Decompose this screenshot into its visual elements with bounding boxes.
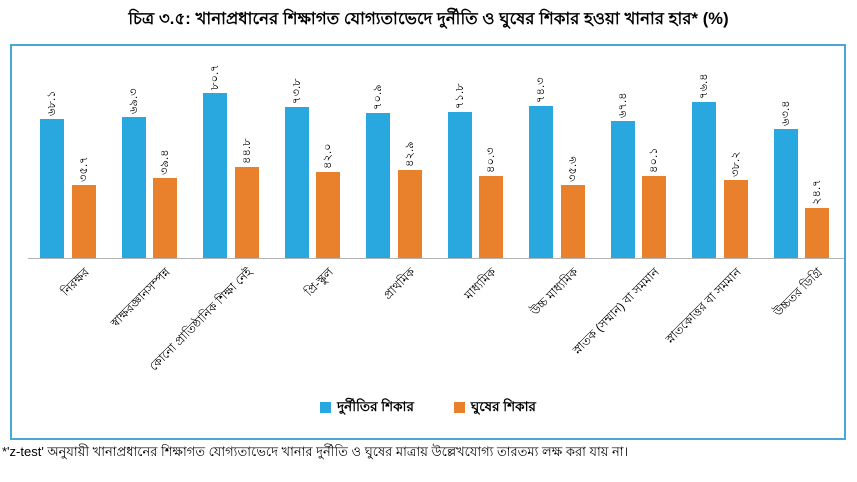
plot-area: ৬৮.১ ৩৫.৭ ৬৯.৩ ৩৯.৪ ৮০.৭ ৪৪.৮ ৭৩.৮ ৪২.০ ৭০.৯ ৪২.৯… xyxy=(10,44,846,440)
legend: দুর্নীতির শিকার ঘুষের শিকার xyxy=(12,396,844,419)
bribery-value-label-4: ৪২.০ xyxy=(322,143,334,169)
bribery-bar-2 xyxy=(153,178,177,258)
legend-label-bribery: ঘুষের শিকার xyxy=(470,399,536,414)
legend-swatch-bribery xyxy=(453,402,465,413)
corruption-bar-1 xyxy=(40,119,64,258)
corruption-value-label-9: ৭৬.৪ xyxy=(698,73,710,99)
corruption-bar-6 xyxy=(447,112,472,258)
bribery-bar-5 xyxy=(397,170,422,258)
bribery-bar-8 xyxy=(642,176,666,258)
legend-swatch-corruption xyxy=(320,402,332,413)
bribery-bar-10 xyxy=(805,208,829,258)
corruption-value-label-1: ৬৮.১ xyxy=(46,90,58,116)
corruption-bar-10 xyxy=(773,129,798,258)
x-axis-line xyxy=(28,258,844,259)
bribery-value-label-6: ৪০.৩ xyxy=(485,147,497,173)
corruption-bar-7 xyxy=(529,106,553,258)
footnote-z-test: *'z-test' অনুযায়ী খানাপ্রধানের শিক্ষাগত… xyxy=(2,444,629,459)
bribery-value-label-3: ৪৪.৮ xyxy=(240,138,253,164)
corruption-value-label-5: ৭০.৯ xyxy=(372,84,384,110)
bribery-bar-7 xyxy=(560,185,585,258)
corruption-value-label-6: ৭১.৮ xyxy=(453,83,466,109)
corruption-bar-4 xyxy=(284,107,309,258)
bribery-value-label-9: ৩৮.২ xyxy=(729,151,742,177)
corruption-value-label-4: ৭৩.৮ xyxy=(290,78,303,104)
corruption-value-label-2: ৬৯.৩ xyxy=(127,88,140,114)
bribery-bar-1 xyxy=(71,185,96,258)
bribery-value-label-5: ৪২.৯ xyxy=(403,141,416,167)
corruption-value-label-7: ৭৪.৩ xyxy=(535,77,547,103)
corruption-bar-3 xyxy=(203,93,227,258)
bribery-bar-6 xyxy=(479,176,503,258)
bribery-bar-9 xyxy=(723,180,748,258)
corruption-bar-5 xyxy=(366,113,390,258)
bribery-value-label-8: ৪০.১ xyxy=(648,147,660,173)
corruption-bar-2 xyxy=(121,117,146,258)
corruption-bar-8 xyxy=(610,121,635,258)
corruption-value-label-3: ৮০.৭ xyxy=(209,64,221,90)
chart-title: চিত্র ৩.৫: খানাপ্রধানের শিক্ষাগত যোগ্যতা… xyxy=(128,10,729,28)
legend-item-bribery: ঘুষের শিকার xyxy=(453,396,536,419)
bribery-value-label-7: ৩৫.৬ xyxy=(566,156,579,182)
legend-item-corruption: দুর্নীতির শিকার xyxy=(320,396,414,419)
corruption-value-label-8: ৬৭.৪ xyxy=(616,92,629,118)
bribery-bar-3 xyxy=(234,167,259,258)
bribery-value-label-1: ৩৫.৭ xyxy=(77,156,90,182)
category-label-1: নিরক্ষর xyxy=(58,265,92,299)
corruption-bar-9 xyxy=(692,102,716,258)
legend-label-corruption: দুর্নীতির শিকার xyxy=(337,399,414,414)
bribery-value-label-2: ৩৯.৪ xyxy=(159,149,171,175)
corruption-value-label-10: ৬৩.৪ xyxy=(779,100,792,126)
bribery-value-label-10: ২৪.৭ xyxy=(811,179,823,205)
bribery-bar-4 xyxy=(316,172,340,258)
